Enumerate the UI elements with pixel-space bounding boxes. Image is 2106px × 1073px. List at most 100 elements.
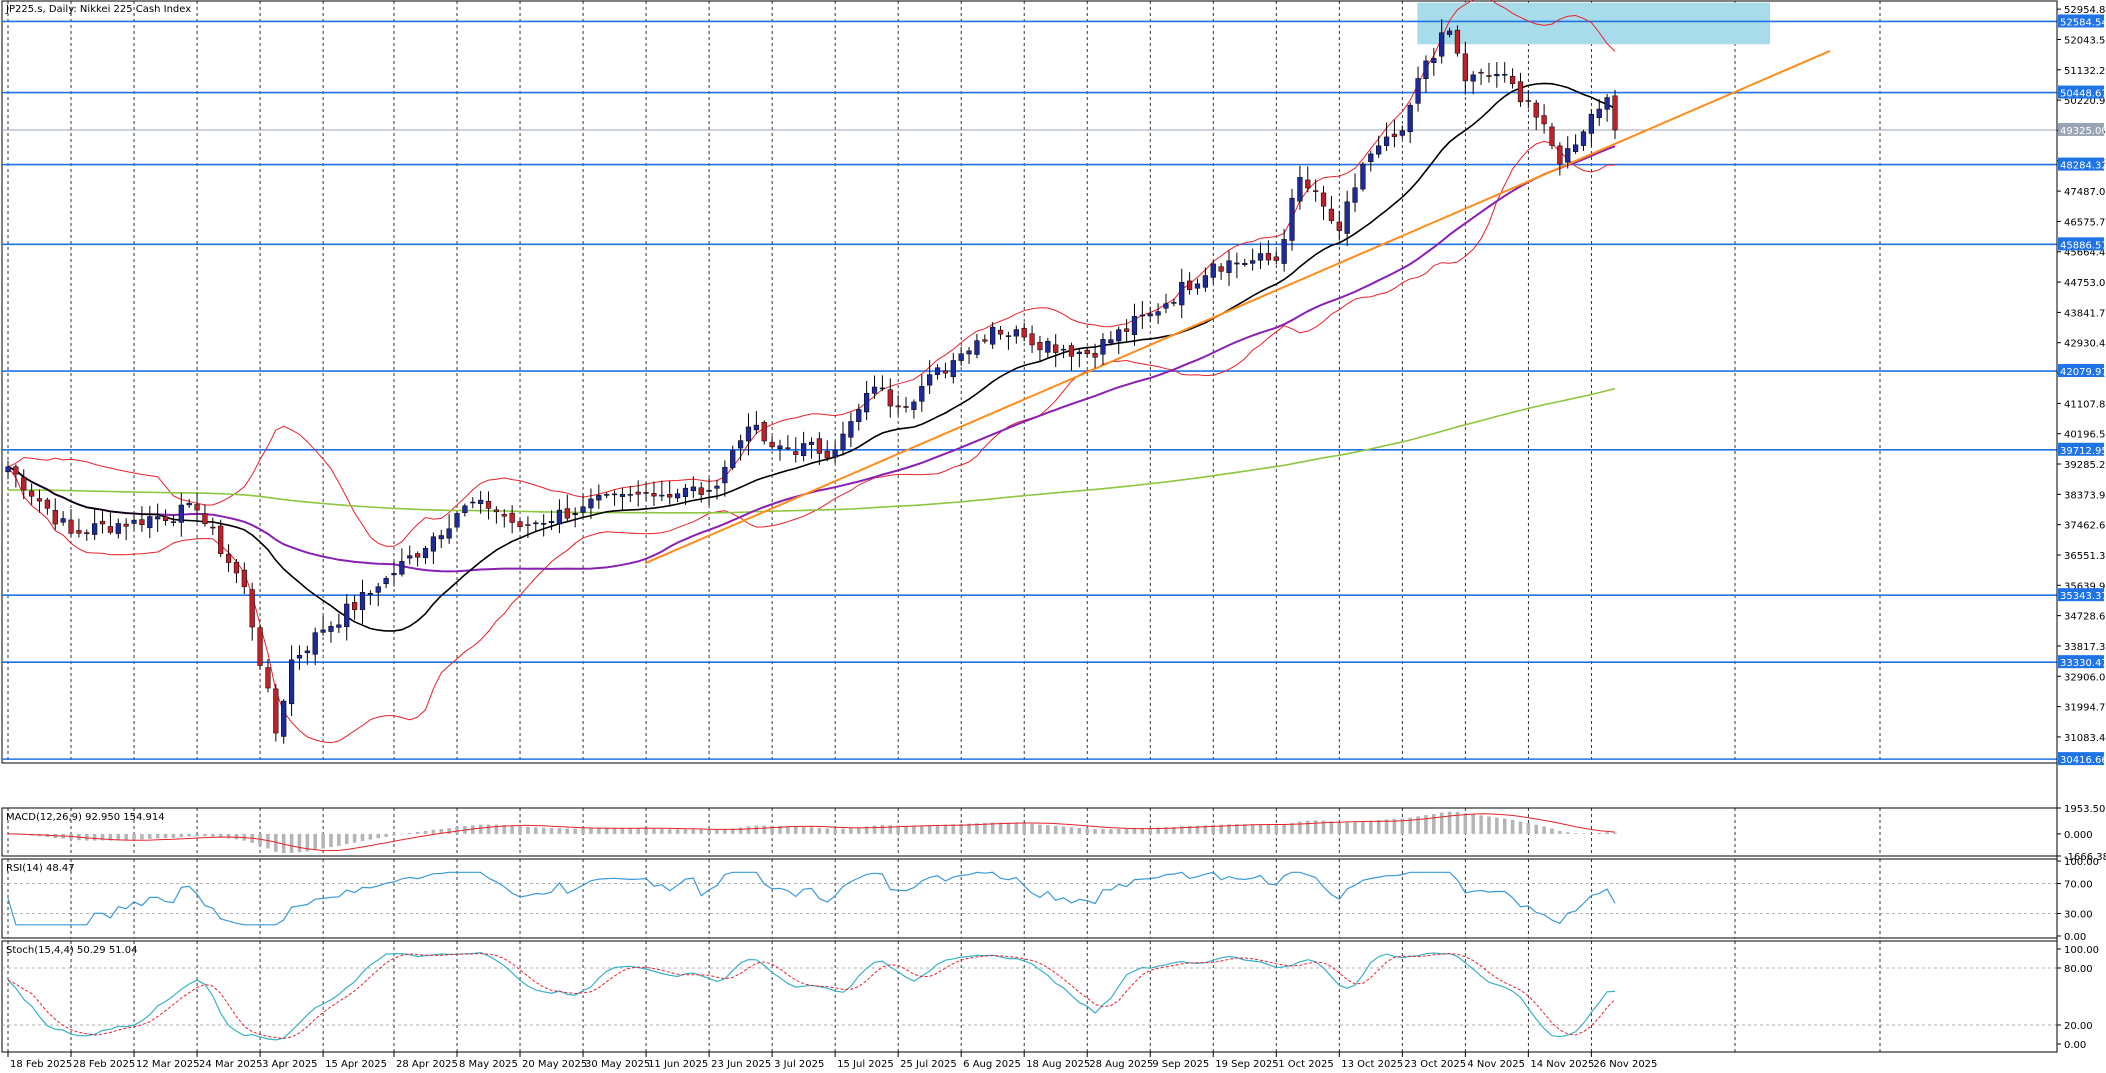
candle-body	[517, 521, 523, 527]
macd-bar	[148, 833, 152, 839]
macd-bar	[321, 833, 325, 849]
macd-bar	[1022, 823, 1026, 834]
candle-body	[982, 339, 988, 342]
candle-body	[1108, 339, 1114, 344]
candle-body	[509, 512, 515, 523]
price-level-tag: 33330.47	[2058, 655, 2106, 669]
price-level-tag: 48284.32	[2058, 157, 2106, 172]
price-axis-label: 47487.02	[2064, 187, 2106, 198]
macd-bar	[1447, 811, 1452, 834]
price-panel[interactable]: JP225.s, Daily: Nikkei 225 Cash Index	[1, 0, 2058, 1052]
price-level-tag-text: 48284.32	[2060, 161, 2106, 172]
macd-bar	[864, 826, 869, 834]
macd-bar	[1345, 822, 1349, 834]
macd-bar	[1250, 824, 1255, 834]
candle-body	[170, 521, 177, 523]
candle-body	[1399, 130, 1405, 136]
candle-body	[895, 405, 901, 408]
macd-bar	[652, 828, 656, 834]
candle-body	[840, 433, 846, 451]
macd-bar	[951, 824, 956, 834]
candle-body	[706, 489, 712, 492]
macd-bar	[1361, 821, 1365, 834]
macd-bar	[541, 827, 546, 834]
macd-bar	[1581, 833, 1586, 834]
date-label: 28 Aug 2025	[1089, 1059, 1153, 1070]
stoch-panel[interactable]: Stoch(15,4,4) 50.29 51.04	[1, 940, 2058, 1053]
macd-bar	[1337, 822, 1342, 834]
price-axis[interactable]: 52954.8452043.5751132.2650220.9549309.64…	[2056, 1, 2106, 1052]
candle-body	[131, 519, 137, 524]
price-axis-label: 51132.26	[2064, 66, 2106, 77]
date-label: 14 Nov 2025	[1530, 1059, 1594, 1070]
candle-body	[454, 513, 460, 528]
candle-body	[162, 516, 169, 521]
macd-bar	[226, 833, 231, 839]
candle-body	[21, 477, 27, 491]
candle-body	[1313, 190, 1319, 192]
macd-bar	[1526, 822, 1531, 834]
bollinger-upper	[7, 0, 1616, 547]
candle-body	[934, 367, 941, 375]
macd-panel[interactable]: MACD(12,26,9) 92.950 154.914	[1, 807, 2058, 857]
macd-bar	[92, 833, 97, 841]
candle-body	[1391, 133, 1398, 137]
macd-bar	[344, 833, 349, 845]
candle-body	[1234, 262, 1240, 265]
macd-bar	[549, 828, 554, 834]
indicator-axis-label: -1666.387	[2064, 852, 2106, 863]
macd-bar	[1274, 824, 1279, 834]
candle-body	[793, 451, 799, 455]
candle-body	[281, 700, 287, 737]
price-level-tag: 42079.97	[2058, 364, 2106, 378]
candle-body	[265, 667, 271, 689]
rsi-title: RSI(14) 48.47	[6, 863, 75, 874]
candle-body	[1368, 153, 1374, 162]
candle-body	[1383, 136, 1390, 146]
macd-bar	[1093, 829, 1097, 834]
macd-bar	[179, 833, 184, 838]
candle-body	[68, 519, 74, 534]
date-label: 1 Oct 2025	[1278, 1059, 1333, 1070]
candle-body	[753, 424, 759, 431]
macd-bar	[368, 833, 373, 840]
macd-bar	[1605, 832, 1609, 834]
macd-bar	[817, 827, 822, 834]
candle-body	[218, 525, 224, 555]
macd-bar	[849, 828, 853, 834]
macd-bar	[841, 828, 845, 834]
macd-bar	[801, 827, 806, 834]
candle-body	[99, 520, 106, 525]
price-level-tag-bg	[2058, 752, 2104, 766]
trendline[interactable]	[644, 49, 1831, 565]
macd-bar	[1597, 832, 1602, 834]
candle-body	[674, 493, 681, 499]
candle-body	[1116, 329, 1122, 342]
price-level-tag-text: 33330.47	[2060, 658, 2106, 669]
macd-bar	[187, 833, 191, 837]
macd-bar	[1140, 828, 1145, 834]
candle-body	[619, 493, 626, 497]
macd-bar	[1124, 828, 1129, 834]
candle-body	[1092, 352, 1098, 358]
macd-bar	[1369, 820, 1373, 834]
candle-body	[249, 589, 255, 628]
candle-body	[667, 494, 673, 498]
macd-bar	[660, 828, 664, 834]
macd-bar	[1613, 832, 1617, 834]
macd-bar	[730, 828, 735, 834]
price-axis-label: 43841.78	[2064, 308, 2106, 319]
macd-bar	[597, 828, 601, 834]
candle-body	[737, 440, 744, 449]
candle-body	[1588, 113, 1594, 134]
macd-bar	[1573, 833, 1578, 834]
candle-body	[919, 386, 925, 402]
candle-body	[1045, 340, 1051, 353]
macd-bar	[218, 833, 223, 838]
macd-bar	[1085, 828, 1089, 834]
macd-bar	[1109, 829, 1113, 834]
price-axis-label: 36551.30	[2064, 551, 2106, 562]
candle-body	[848, 421, 854, 438]
date-label: 25 Jul 2025	[900, 1059, 957, 1070]
